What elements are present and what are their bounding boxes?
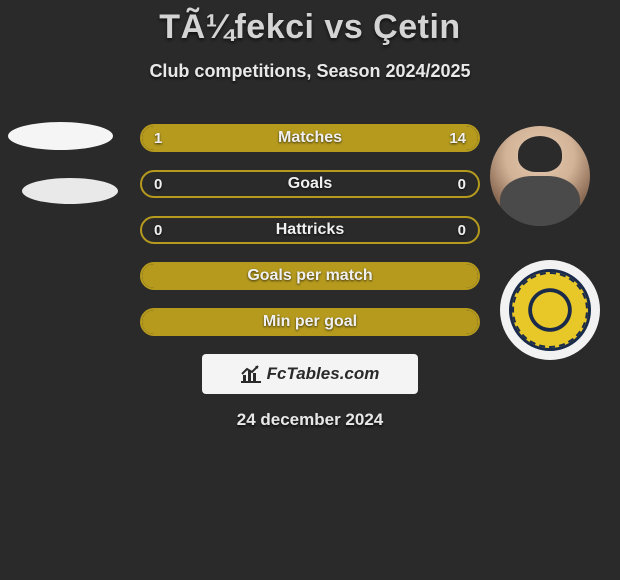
stat-label: Matches: [142, 126, 478, 150]
brand-link[interactable]: FcTables.com: [202, 354, 418, 394]
page-subtitle: Club competitions, Season 2024/2025: [0, 61, 620, 82]
stat-label: Min per goal: [142, 310, 478, 334]
stat-label: Goals per match: [142, 264, 478, 288]
stat-label: Hattricks: [142, 218, 478, 242]
stat-value-right: 14: [449, 126, 466, 150]
stat-row-hattricks: 0 Hattricks 0: [140, 216, 480, 244]
brand-text: FcTables.com: [267, 364, 380, 384]
page-title: TÃ¼fekci vs Çetin: [0, 0, 620, 47]
stat-value-right: 0: [458, 218, 466, 242]
stat-label: Goals: [142, 172, 478, 196]
stat-row-goals: 0 Goals 0: [140, 170, 480, 198]
club-right-badge: [500, 260, 600, 360]
chart-icon: [241, 365, 261, 383]
comparison-card: TÃ¼fekci vs Çetin Club competitions, Sea…: [0, 0, 620, 580]
stat-row-goals-per-match: Goals per match: [140, 262, 480, 290]
player-right-avatar: [490, 126, 590, 226]
player-left-avatar-placeholder: [8, 122, 113, 150]
stat-value-right: 0: [458, 172, 466, 196]
stat-row-matches: 1 Matches 14: [140, 124, 480, 152]
stats-container: 1 Matches 14 0 Goals 0 0 Hattricks 0 Goa…: [140, 124, 480, 354]
stat-row-min-per-goal: Min per goal: [140, 308, 480, 336]
club-left-badge-placeholder: [22, 178, 118, 204]
club-right-badge-inner: [509, 269, 591, 351]
date-text: 24 december 2024: [0, 410, 620, 430]
